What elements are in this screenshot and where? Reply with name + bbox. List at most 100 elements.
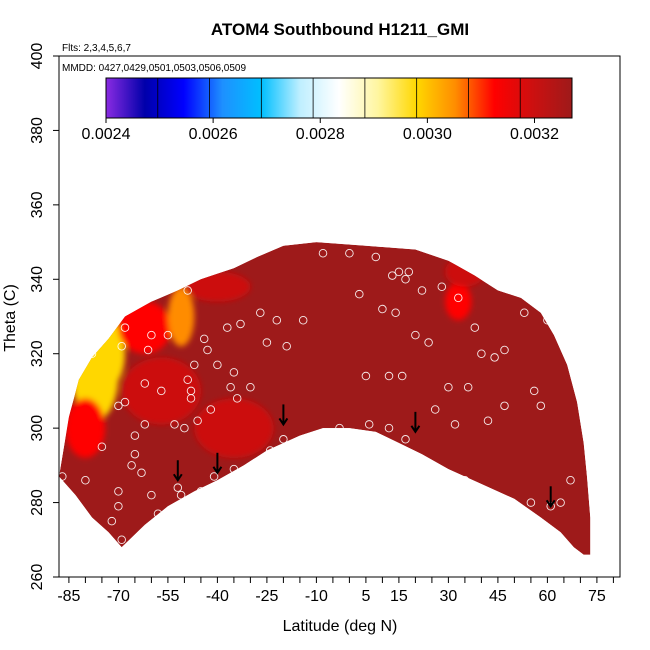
chart-title: ATOM4 Southbound H1211_GMI — [211, 20, 469, 39]
field-anomaly — [194, 398, 274, 458]
observation-markers — [59, 248, 575, 545]
observation-point — [500, 345, 509, 355]
observation-point — [543, 315, 552, 325]
observation-point — [246, 382, 255, 392]
observation-point — [236, 319, 245, 329]
field-anomaly — [184, 271, 251, 302]
arrow-head — [410, 425, 421, 434]
observation-point — [364, 420, 374, 429]
observation-point — [147, 490, 156, 500]
x-tick-label: -10 — [305, 588, 328, 605]
x-tick-label: -40 — [206, 588, 229, 605]
arrow-head — [212, 466, 223, 475]
y-tick-label: 360 — [29, 191, 46, 218]
colorbar-tick-label: 0.0026 — [189, 126, 238, 143]
observation-point — [520, 308, 529, 318]
x-tick-label: 45 — [489, 588, 507, 605]
observation-point — [196, 487, 206, 496]
observation-point — [226, 382, 235, 392]
observation-point — [87, 349, 97, 358]
colorbar-tick-label: 0.0030 — [403, 126, 452, 143]
observation-point — [566, 475, 575, 485]
observation-point — [404, 267, 414, 277]
y-tick-label: 400 — [29, 43, 46, 70]
y-tick-label: 320 — [29, 340, 46, 367]
observation-point — [140, 379, 150, 388]
observation-point — [529, 386, 539, 396]
observation-point — [355, 289, 364, 299]
x-axis: -85 -70 -55 -40 -25 -10 5 15 30 45 60 75 — [57, 577, 614, 605]
observation-point — [318, 248, 328, 258]
observation-point — [556, 498, 565, 507]
observation-point — [430, 405, 440, 414]
observation-point — [81, 475, 90, 485]
x-tick-label: 30 — [440, 588, 458, 605]
field-anomaly — [445, 256, 485, 287]
observation-point — [114, 502, 123, 511]
arrow-head — [172, 473, 183, 483]
x-tick-label: 75 — [588, 588, 606, 605]
observation-point — [223, 323, 232, 332]
observation-point — [279, 435, 288, 444]
arrow-head — [278, 417, 289, 427]
field-anomaly — [118, 301, 172, 354]
observation-point — [176, 490, 186, 500]
observation-point — [114, 487, 123, 496]
observation-point — [130, 449, 140, 459]
x-tick-label: -25 — [255, 588, 278, 605]
observation-point — [183, 286, 192, 295]
observation-point — [282, 342, 291, 351]
observation-point — [397, 371, 407, 381]
y-tick-label: 260 — [29, 564, 46, 591]
observation-point — [526, 498, 536, 507]
colorbar-bar — [105, 77, 573, 119]
observation-point — [262, 338, 272, 347]
colorbar-tick-label: 0.0024 — [82, 126, 131, 143]
y-tick-label: 340 — [29, 266, 46, 293]
observation-point — [378, 304, 387, 314]
observation-point — [460, 475, 470, 485]
observation-point — [500, 401, 509, 411]
arrow-head — [545, 499, 556, 509]
field-anomaly — [167, 286, 195, 347]
data-field — [59, 242, 591, 555]
observation-point — [411, 330, 420, 340]
observation-point — [193, 416, 202, 425]
observation-point — [510, 502, 519, 511]
x-tick-label: 5 — [361, 588, 370, 605]
y-tick-label: 280 — [29, 489, 46, 516]
observation-point — [417, 286, 427, 295]
colorbar-ticks: 0.0024 0.0026 0.0028 0.0030 0.0032 — [82, 118, 559, 143]
observation-point — [401, 275, 410, 284]
observation-point — [183, 375, 192, 385]
observation-point — [391, 308, 400, 318]
observation-point — [490, 353, 499, 362]
observation-point — [371, 252, 381, 262]
observation-point — [450, 420, 460, 429]
observation-point — [120, 397, 130, 407]
observation-point — [384, 423, 394, 433]
observation-point — [206, 405, 216, 414]
observation-point — [97, 442, 107, 452]
observation-point — [137, 468, 146, 478]
x-tick-label: -70 — [107, 588, 130, 605]
field-anomalies — [65, 256, 485, 458]
y-axis: 260 280 300 320 340 360 380 400 — [29, 43, 59, 591]
observation-point — [384, 371, 394, 381]
field-anomaly — [121, 357, 201, 425]
observation-point — [483, 416, 493, 425]
x-tick-label: -55 — [156, 588, 179, 605]
observation-point — [203, 345, 212, 355]
observation-point — [454, 293, 463, 303]
arrow-markers — [172, 404, 556, 509]
observation-point — [229, 464, 239, 474]
observation-point — [114, 401, 123, 411]
colorbar-tick-label: 0.0028 — [296, 126, 345, 143]
observation-point — [59, 472, 67, 481]
observation-point — [199, 334, 209, 344]
observation-point — [463, 382, 473, 392]
y-tick-label: 300 — [29, 415, 46, 442]
colorbar-tick-label: 0.0032 — [510, 126, 559, 143]
observation-point — [140, 420, 150, 429]
plot-frame — [58, 55, 621, 578]
